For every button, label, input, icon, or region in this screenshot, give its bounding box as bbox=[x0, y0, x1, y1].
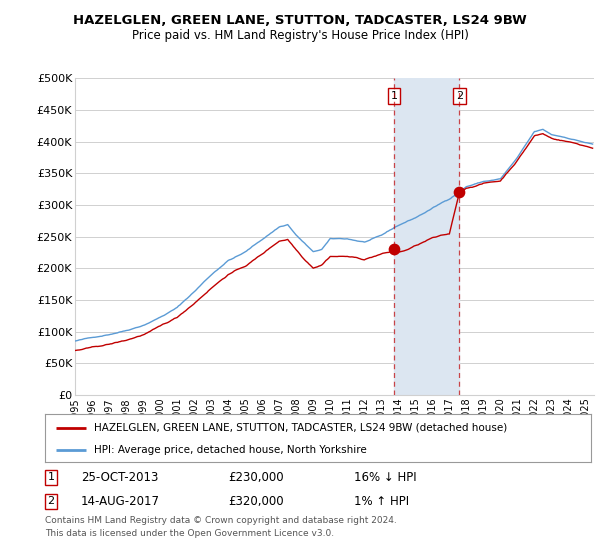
Text: 1: 1 bbox=[391, 91, 398, 101]
Bar bbox=[394, 78, 459, 395]
Text: Contains HM Land Registry data © Crown copyright and database right 2024.: Contains HM Land Registry data © Crown c… bbox=[45, 516, 397, 525]
Text: HAZELGLEN, GREEN LANE, STUTTON, TADCASTER, LS24 9BW: HAZELGLEN, GREEN LANE, STUTTON, TADCASTE… bbox=[73, 14, 527, 27]
Text: 14-AUG-2017: 14-AUG-2017 bbox=[81, 494, 160, 508]
Text: HAZELGLEN, GREEN LANE, STUTTON, TADCASTER, LS24 9BW (detached house): HAZELGLEN, GREEN LANE, STUTTON, TADCASTE… bbox=[94, 423, 508, 433]
Text: This data is licensed under the Open Government Licence v3.0.: This data is licensed under the Open Gov… bbox=[45, 529, 334, 538]
Text: 25-OCT-2013: 25-OCT-2013 bbox=[81, 470, 158, 484]
Text: 16% ↓ HPI: 16% ↓ HPI bbox=[354, 470, 416, 484]
Point bbox=[389, 245, 399, 254]
Text: £230,000: £230,000 bbox=[228, 470, 284, 484]
Text: 2: 2 bbox=[47, 496, 55, 506]
Text: £320,000: £320,000 bbox=[228, 494, 284, 508]
Text: 1% ↑ HPI: 1% ↑ HPI bbox=[354, 494, 409, 508]
Text: 2: 2 bbox=[456, 91, 463, 101]
Text: Price paid vs. HM Land Registry's House Price Index (HPI): Price paid vs. HM Land Registry's House … bbox=[131, 29, 469, 42]
Text: 1: 1 bbox=[47, 472, 55, 482]
Point bbox=[454, 188, 464, 197]
Text: HPI: Average price, detached house, North Yorkshire: HPI: Average price, detached house, Nort… bbox=[94, 445, 367, 455]
